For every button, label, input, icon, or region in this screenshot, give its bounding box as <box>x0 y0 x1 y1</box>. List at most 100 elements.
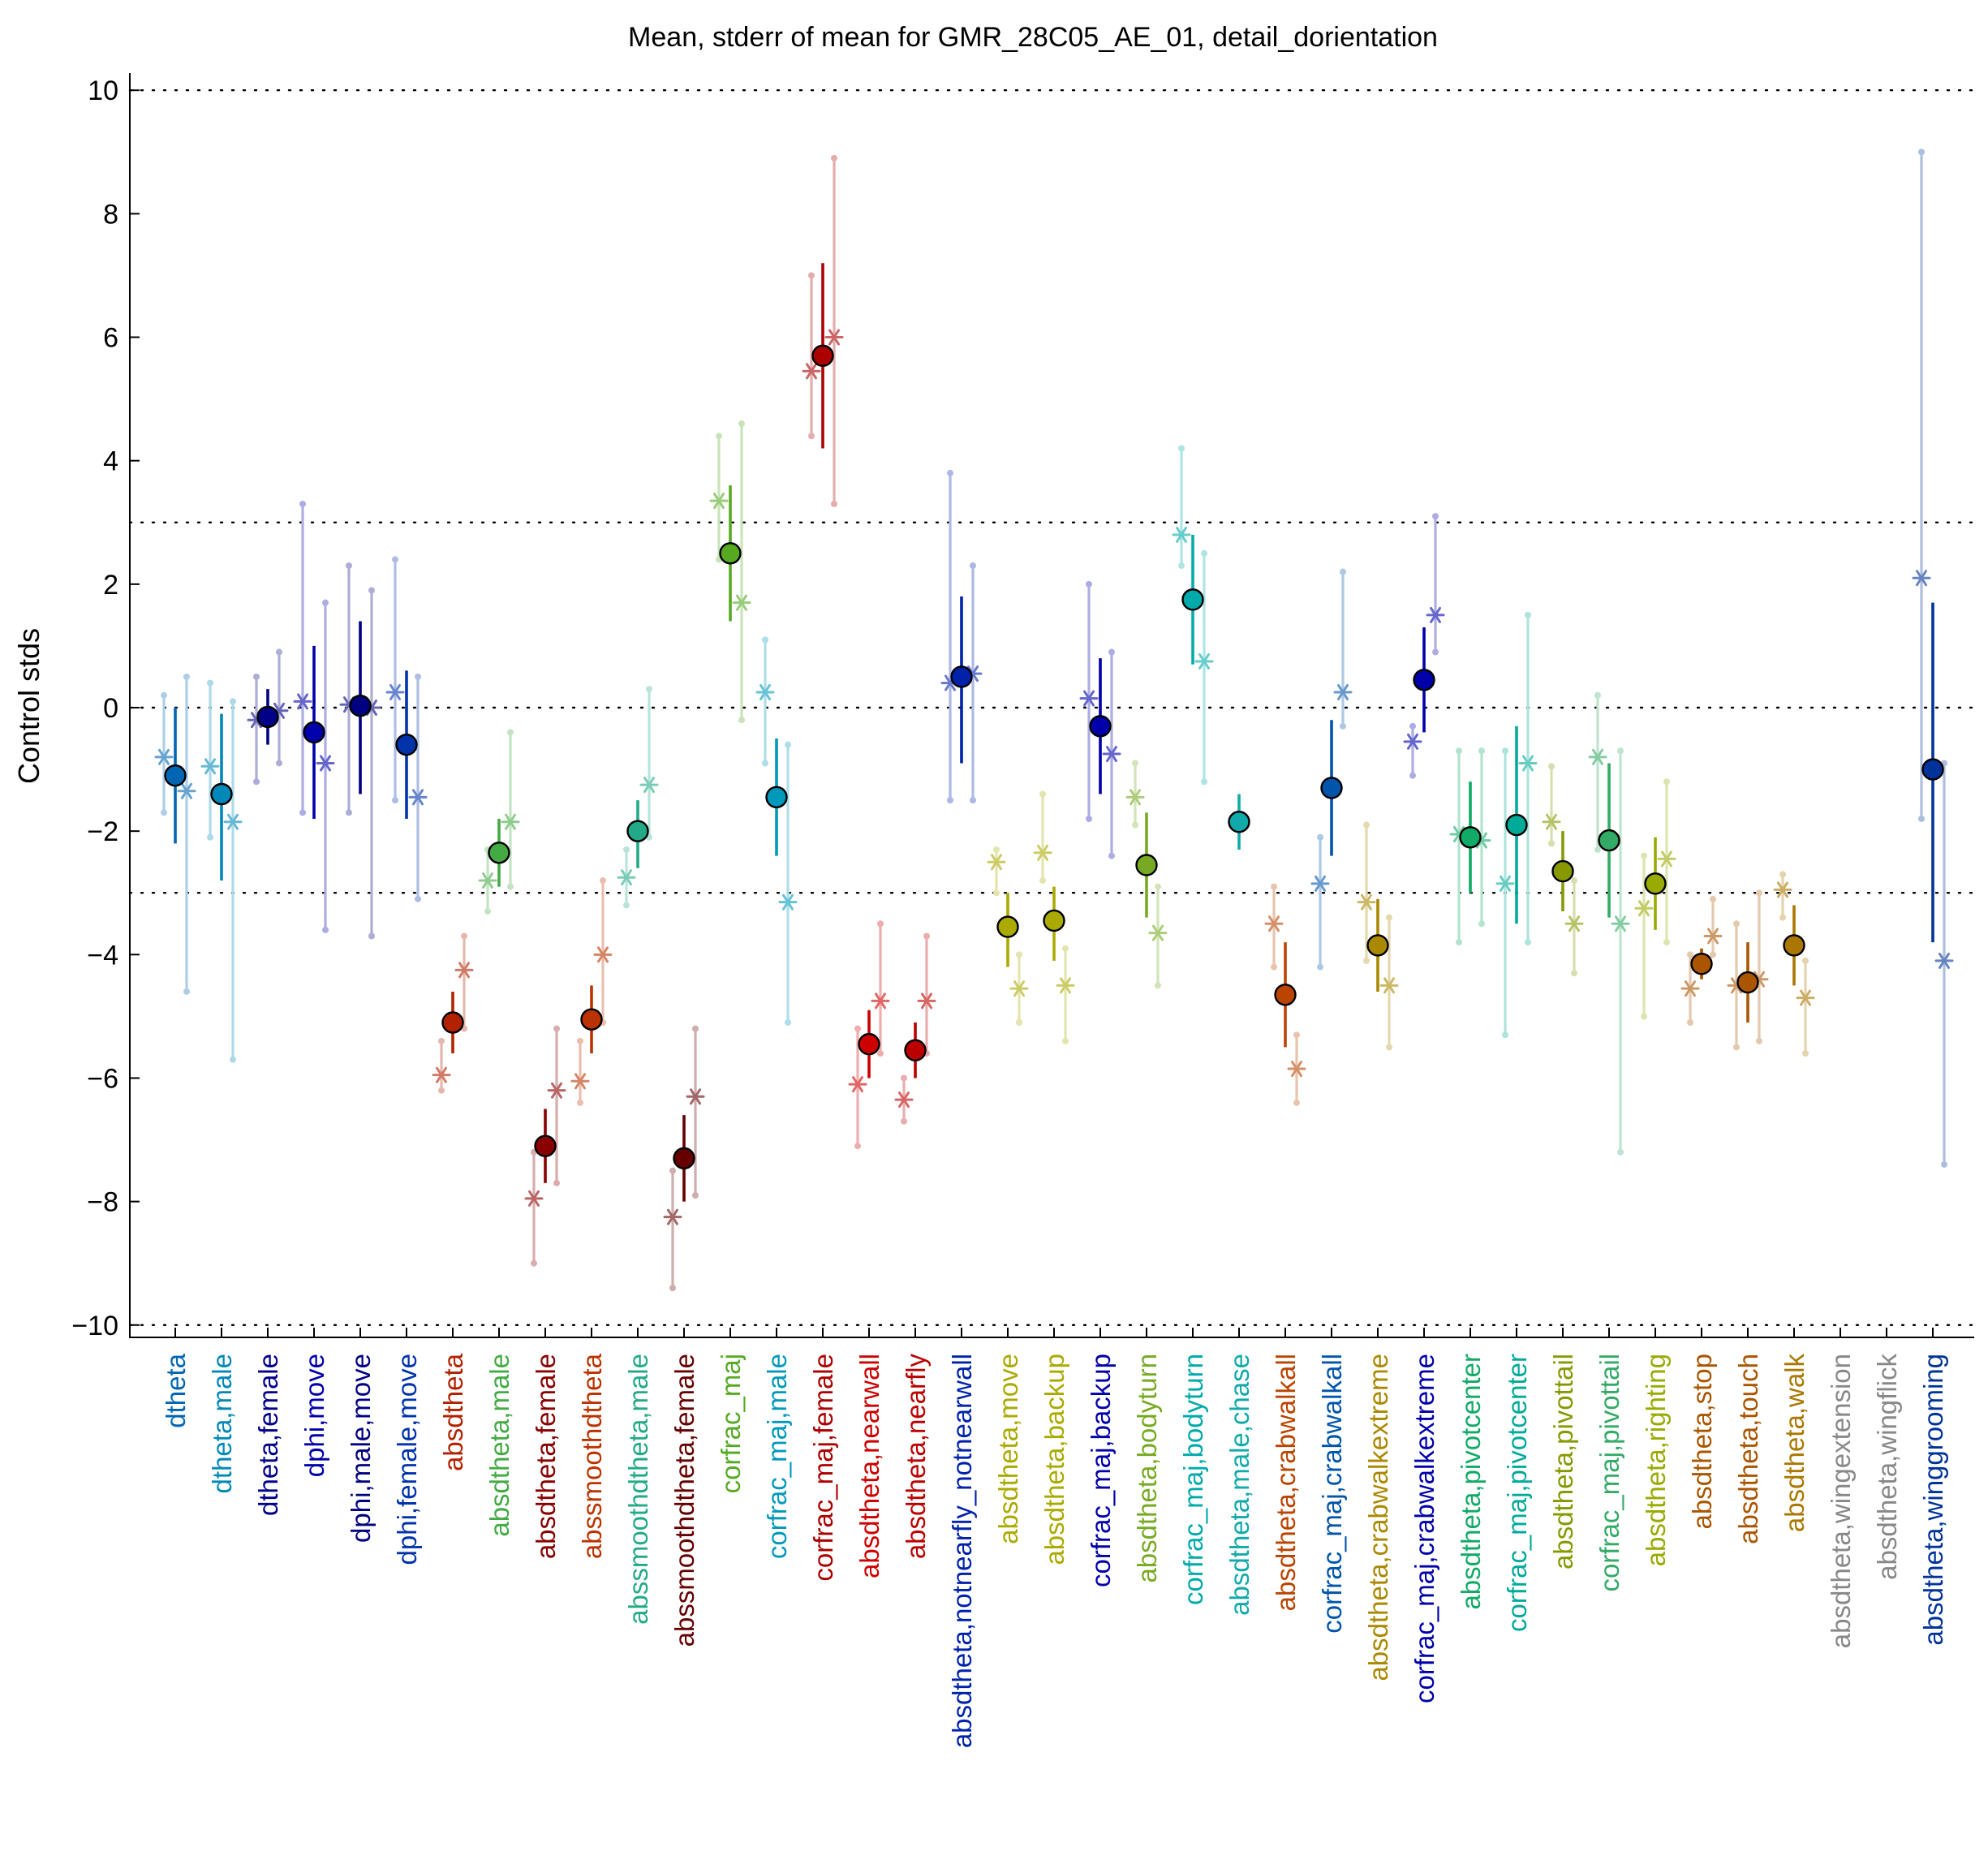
error-bar-end <box>1201 778 1207 786</box>
asterisk-point <box>667 1208 678 1225</box>
error-bar-end <box>1525 939 1531 946</box>
error-bar-end <box>831 154 837 161</box>
mean-point <box>349 695 372 717</box>
x-tick-label: corfrac_maj,backup <box>1086 1354 1116 1587</box>
asterisk-point <box>782 893 794 911</box>
error-bar-end <box>993 846 1000 853</box>
y-tick-label: 10 <box>88 75 118 106</box>
error-bar-end <box>322 926 329 933</box>
asterisk-point <box>1037 844 1048 861</box>
asterisk-point <box>1939 952 1950 969</box>
mean-point <box>1921 758 1944 781</box>
asterisk-point <box>806 363 817 380</box>
error-bar-end <box>901 1074 907 1082</box>
asterisk-point <box>181 782 192 799</box>
x-tick-label: absdtheta,male <box>484 1354 514 1537</box>
error-bar-end <box>1039 877 1046 885</box>
x-tick-label: corfrac_maj,pivottail <box>1594 1354 1624 1591</box>
error-bar-end <box>1456 747 1462 755</box>
error-bar-end <box>438 1087 445 1094</box>
error-bar-end <box>1548 840 1555 847</box>
mean-point <box>256 705 279 729</box>
error-bar-end <box>346 809 352 816</box>
error-bar-end <box>577 1099 583 1106</box>
y-tick-label: −8 <box>87 1187 118 1218</box>
error-bar-end <box>1432 513 1439 520</box>
error-bar-end <box>947 469 953 476</box>
x-tick-label: absdtheta,winggrooming <box>1918 1354 1948 1646</box>
x-tick-label: absdtheta,pivotcenter <box>1456 1354 1486 1610</box>
error-bar-end <box>970 797 976 804</box>
asterisk-point <box>1083 690 1095 707</box>
asterisk-point <box>227 813 239 830</box>
error-bar-end <box>1756 1037 1762 1044</box>
asterisk-point <box>1315 875 1326 892</box>
asterisk-point <box>1707 928 1719 945</box>
error-bar-end <box>1918 815 1925 822</box>
x-tick-label: corfrac_maj,female <box>808 1354 838 1582</box>
asterisk-point <box>713 493 725 510</box>
asterisk-point <box>1615 915 1626 932</box>
x-tick-label: absdtheta,move <box>993 1354 1023 1544</box>
asterisk-point <box>828 329 840 346</box>
error-bar-end <box>1918 149 1925 156</box>
error-bar-end <box>1687 951 1693 958</box>
x-tick-label: absdtheta,wingextension <box>1826 1354 1856 1648</box>
x-tick-label: dphi,female,move <box>392 1354 422 1565</box>
error-bar-end <box>692 1025 699 1032</box>
error-bar-end <box>1340 568 1346 575</box>
asterisk-point <box>1916 570 1927 587</box>
error-bar-end <box>1733 920 1740 928</box>
error-bar-end <box>1108 852 1115 859</box>
error-bar-end <box>207 833 213 841</box>
error-bar-end <box>207 679 213 687</box>
x-tick-label: abssmoothdtheta,female <box>669 1354 699 1647</box>
asterisk-point <box>1268 915 1280 932</box>
error-bar-end <box>1271 883 1277 890</box>
error-bar-end <box>322 599 329 606</box>
error-bar-end <box>1271 963 1277 971</box>
asterisk-point <box>505 813 516 830</box>
asterisk-point <box>1130 789 1141 806</box>
error-bar-end <box>461 932 467 940</box>
asterisk-point <box>1176 526 1187 543</box>
mean-point <box>904 1039 927 1061</box>
x-tick-label: absdtheta,bodyturn <box>1132 1354 1162 1583</box>
error-bar-end <box>1132 821 1138 829</box>
x-tick-label: absdtheta,nearfly <box>901 1354 931 1560</box>
error-bar-end <box>1478 920 1485 928</box>
asterisk-point <box>1337 683 1349 700</box>
error-bar-end <box>1086 815 1092 822</box>
error-bar-end <box>415 673 421 680</box>
mean-point <box>395 733 418 756</box>
error-bar-end <box>183 988 190 995</box>
x-tick-label: dtheta <box>161 1353 191 1427</box>
error-bar-end <box>623 902 630 909</box>
error-bar-end <box>1340 722 1346 730</box>
mean-point <box>811 344 834 368</box>
mean-point <box>1089 715 1112 738</box>
error-bar-end <box>161 691 167 699</box>
asterisk-point <box>1777 881 1788 898</box>
error-bar-end <box>623 846 630 853</box>
x-tick-label: dphi,male,move <box>346 1354 376 1543</box>
asterisk-point <box>921 992 932 1010</box>
mean-point <box>1181 588 1204 611</box>
asterisk-point <box>158 748 170 765</box>
asterisk-point <box>1060 977 1071 994</box>
x-tick-label: dphi,move <box>299 1354 329 1477</box>
plot-area: −10 −8 −6 −4 −2 0 2 4 6 8 10 dtheta dtheta,male dthet… <box>71 73 1976 1748</box>
x-tick-label: abssmoothdtheta <box>577 1353 607 1559</box>
x-tick-label: corfrac_maj <box>716 1354 746 1493</box>
error-bar-end <box>1756 889 1762 897</box>
asterisk-point <box>458 962 470 979</box>
mean-point <box>534 1135 557 1157</box>
error-bar-end <box>854 1025 861 1032</box>
mean-point <box>210 782 233 806</box>
error-bar-end <box>646 686 652 693</box>
mean-point <box>1274 984 1297 1006</box>
mean-point <box>950 665 973 688</box>
error-bar-end <box>1086 580 1092 588</box>
error-bar-end <box>785 1019 791 1026</box>
error-bar-end <box>1779 914 1786 921</box>
